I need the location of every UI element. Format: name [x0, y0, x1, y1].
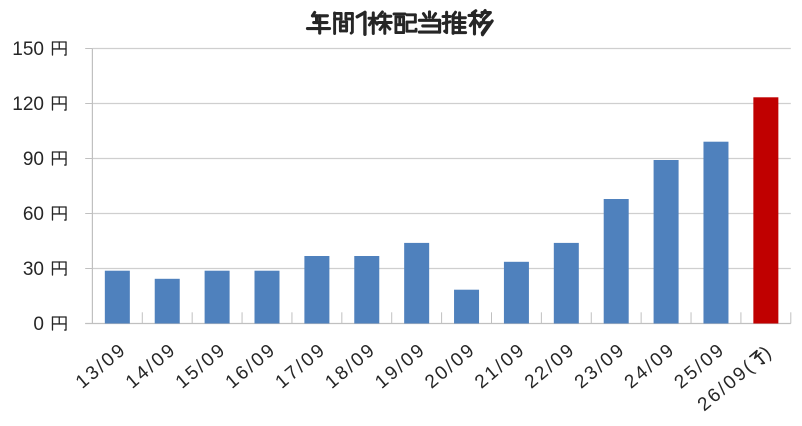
svg-text:90: 90: [23, 149, 44, 170]
svg-text:0: 0: [33, 314, 44, 335]
svg-text:30: 30: [23, 259, 44, 280]
svg-text:150: 150: [12, 39, 44, 60]
svg-text:60: 60: [23, 204, 44, 225]
svg-text:120: 120: [12, 94, 44, 115]
